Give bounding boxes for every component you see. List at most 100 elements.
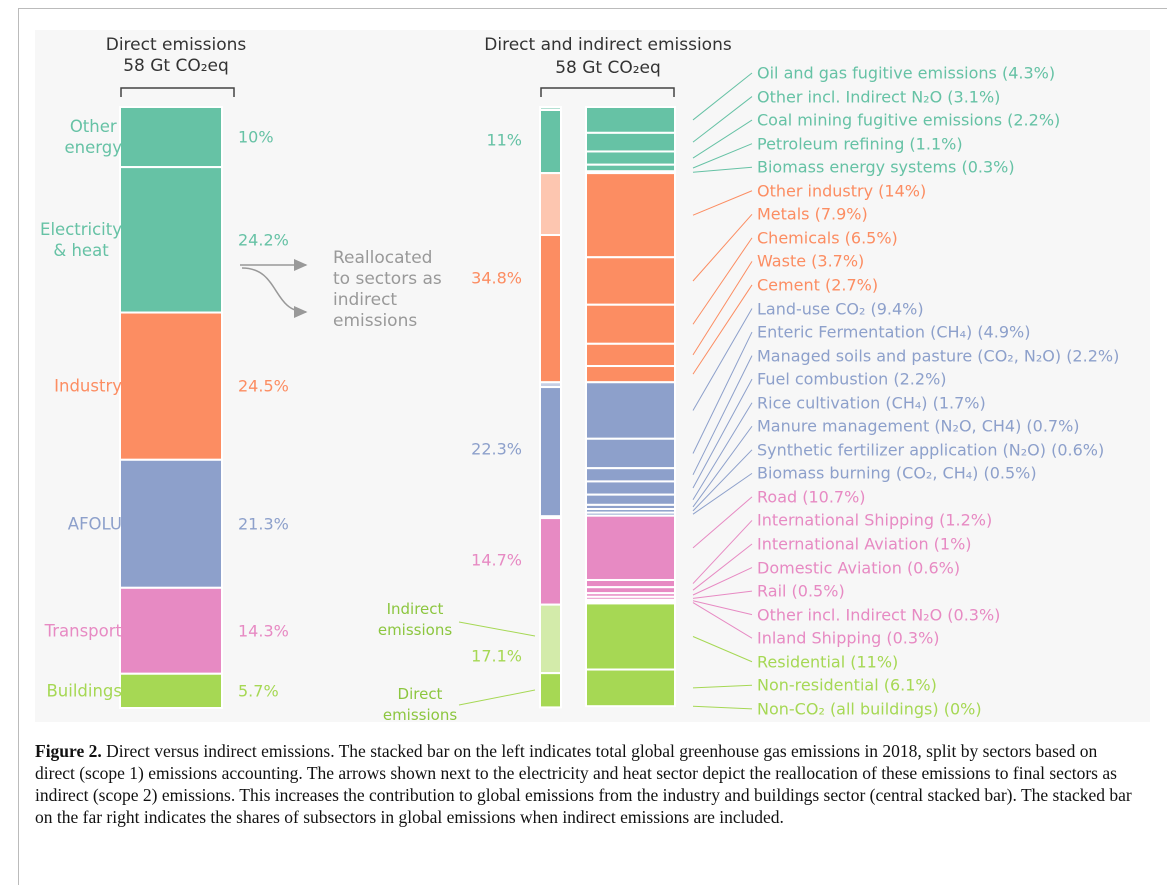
subsector-label: Other incl. Indirect N₂O (0.3%) xyxy=(757,605,1001,625)
bar-segment xyxy=(119,458,223,589)
leader-line xyxy=(692,119,753,159)
leader-line xyxy=(692,543,753,591)
subsector-label: Coal mining fugitive emissions (2.2%) xyxy=(757,110,1061,130)
subsector-label: Waste (3.7%) xyxy=(757,251,865,271)
category-label: Buildings xyxy=(46,681,122,701)
bar-segment xyxy=(119,672,223,709)
subsector-segment xyxy=(585,480,676,496)
subsector-segment xyxy=(585,365,676,384)
subsector-segment xyxy=(585,342,676,368)
subsector-label: Synthetic fertilizer application (N₂O) (… xyxy=(757,440,1105,460)
value-label: 21.3% xyxy=(238,514,289,534)
leader-line xyxy=(692,636,753,663)
leader-line xyxy=(692,261,753,356)
subsector-segment xyxy=(585,437,676,470)
category-label: Other energy xyxy=(64,117,123,158)
indirect-segment xyxy=(539,603,562,675)
subsector-label: Manure management (N₂O, CH4) (0.7%) xyxy=(757,416,1080,436)
value-label: 24.5% xyxy=(238,376,289,396)
value-label: 14.7% xyxy=(471,550,522,570)
annotation-line xyxy=(458,621,536,637)
leader-line xyxy=(692,600,753,616)
value-label: 11% xyxy=(486,130,522,150)
left-title: Direct emissions xyxy=(105,35,247,55)
subsector-segment xyxy=(585,493,676,506)
bar-segment xyxy=(119,166,223,314)
bar-segment xyxy=(119,586,223,675)
leader-line xyxy=(692,590,753,599)
value-label: 17.1% xyxy=(471,646,522,666)
subsector-segment xyxy=(585,668,676,708)
direct-segment xyxy=(539,109,562,175)
leader-line xyxy=(692,402,753,501)
value-label: 22.3% xyxy=(471,439,522,459)
subsector-label: International Shipping (1.2%) xyxy=(757,510,993,530)
direct-segment xyxy=(539,386,562,518)
subsector-label: Cement (2.7%) xyxy=(757,275,879,295)
subsector-label: Biomass burning (CO₂, CH₄) (0.5%) xyxy=(757,463,1037,483)
subsector-label: Oil and gas fugitive emissions (4.3%) xyxy=(757,63,1056,83)
leader-line xyxy=(692,449,753,512)
frame xyxy=(18,8,1167,885)
subsector-segment xyxy=(585,602,676,671)
subsector-label: Petroleum refining (1.1%) xyxy=(757,134,963,154)
leader-line xyxy=(692,143,753,169)
bracket xyxy=(540,87,675,97)
category-label: AFOLU xyxy=(67,514,122,534)
middle-subtitle: 58 Gt CO₂eq xyxy=(555,58,661,78)
subsector-label: Metals (7.9%) xyxy=(757,204,868,224)
subsector-segment xyxy=(585,131,676,153)
leader-line xyxy=(692,96,753,143)
leader-line xyxy=(692,166,753,173)
category-label: Transport xyxy=(44,621,122,641)
leader-line xyxy=(692,520,753,584)
subsector-label: Fuel combustion (2.2%) xyxy=(757,369,947,389)
arrow xyxy=(241,267,308,318)
direct-note: Direct emissions xyxy=(382,685,458,724)
value-label: 24.2% xyxy=(238,230,289,250)
subsector-segment xyxy=(585,578,676,589)
annotation-line xyxy=(458,689,536,706)
leader-line xyxy=(692,284,753,375)
subsector-label: Residential (11%) xyxy=(757,652,899,672)
subsector-label: Rail (0.5%) xyxy=(757,581,845,601)
direct-segment xyxy=(539,672,562,709)
subsector-label: Non-residential (6.1%) xyxy=(757,675,937,695)
caption-label: Figure 2. xyxy=(35,741,102,761)
leader-line xyxy=(692,684,753,689)
direct-segment xyxy=(539,517,562,606)
leader-line xyxy=(692,355,753,476)
subsector-label: Biomass energy systems (0.3%) xyxy=(757,157,1015,177)
subsector-label: Road (10.7%) xyxy=(757,487,866,507)
leader-line xyxy=(692,425,753,508)
leader-line xyxy=(692,308,753,411)
direct-segment xyxy=(539,234,562,384)
subsector-label: Land-use CO₂ (9.4%) xyxy=(757,299,924,318)
leader-line xyxy=(692,237,753,325)
subsector-segment xyxy=(585,150,676,166)
subsector-label: International Aviation (1%) xyxy=(757,534,972,554)
category-label: Industry xyxy=(54,376,122,396)
category-label: Electricity & heat xyxy=(40,219,122,260)
value-label: 14.3% xyxy=(238,621,289,641)
subsector-label: Inland Shipping (0.3%) xyxy=(757,628,940,648)
indirect-note: Indirect emissions xyxy=(377,600,453,639)
leader-line xyxy=(692,378,753,489)
value-label: 10% xyxy=(238,127,274,147)
leader-line xyxy=(692,331,753,454)
value-label: 5.7% xyxy=(238,681,279,701)
subsector-label: Enteric Fermentation (CH₄) (4.9%) xyxy=(757,322,1031,342)
leader-line xyxy=(692,72,753,121)
leader-line xyxy=(692,567,753,596)
subsector-label: Other industry (14%) xyxy=(757,181,927,201)
reallocation-note: Reallocated to sectors as indirect emiss… xyxy=(333,248,442,331)
subsector-label: Rice cultivation (CH₄) (1.7%) xyxy=(757,393,986,413)
subsector-label: Managed soils and pasture (CO₂, N₂O) (2.… xyxy=(757,346,1120,366)
leader-line xyxy=(692,190,753,216)
middle-title: Direct and indirect emissions xyxy=(484,35,732,55)
subsector-segment xyxy=(585,303,676,345)
subsector-segment xyxy=(585,106,676,134)
subsector-label: Chemicals (6.5%) xyxy=(757,228,898,248)
